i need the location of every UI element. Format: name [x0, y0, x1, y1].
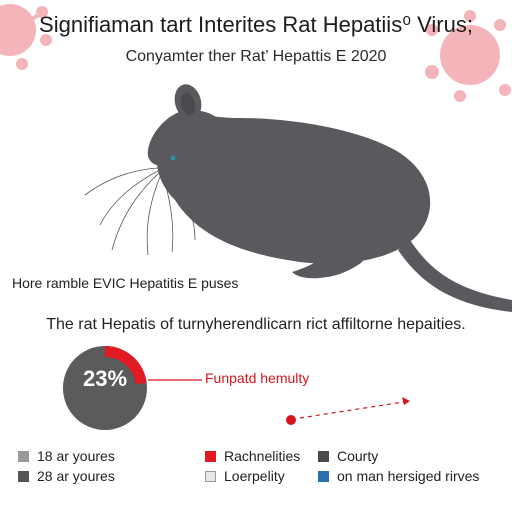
legend-label: Courty — [337, 448, 379, 464]
legend-swatch — [18, 450, 29, 462]
legend-item: Courty — [318, 448, 378, 464]
donut-chart — [63, 346, 147, 430]
legend-swatch — [205, 470, 216, 482]
legend-swatch — [205, 450, 216, 462]
legend-item: 28 ar youres — [18, 468, 115, 484]
donut-percent-label: 23% — [82, 366, 128, 391]
rat-eye — [170, 155, 176, 161]
virus-icon — [425, 10, 511, 102]
legend-label: 18 ar youres — [37, 448, 115, 464]
legend-swatch — [18, 470, 29, 482]
legend-label: Loerpelity — [224, 468, 285, 484]
donut-callout-label: Funpatd hemulty — [205, 370, 310, 386]
description-text: The rat Hepatis of turnyherendlicarn ric… — [46, 316, 466, 333]
trend-arrow — [286, 397, 411, 425]
illustration-caption: Hore ramble EVIC Hepatitis E puses — [12, 275, 239, 291]
page-title: Signifiaman tart Interites Rat Hepatiis⁰… — [39, 12, 473, 37]
virus-icon — [0, 4, 52, 70]
page-subtitle: Conyamter ther Rat’ Hepattis E 2020 — [125, 48, 387, 65]
legend-label: 28 ar youres — [37, 468, 115, 484]
legend-swatch — [318, 470, 329, 482]
rat-illustration — [147, 84, 512, 312]
legend-label: Rachnelities — [224, 448, 301, 464]
whiskers — [84, 167, 196, 256]
legend-item: Rachnelities — [205, 448, 300, 464]
legend-item: Loerpelity — [205, 468, 285, 484]
legend-item: 18 ar youres — [18, 448, 115, 464]
legend-label: on man hersiged rirves — [337, 468, 480, 484]
legend-item: on man hersiged rirves — [318, 468, 479, 484]
legend-swatch — [318, 450, 329, 462]
